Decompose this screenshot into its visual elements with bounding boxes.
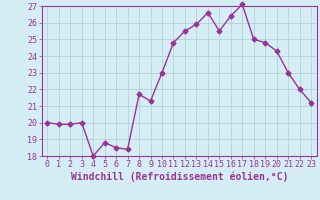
X-axis label: Windchill (Refroidissement éolien,°C): Windchill (Refroidissement éolien,°C)	[70, 172, 288, 182]
